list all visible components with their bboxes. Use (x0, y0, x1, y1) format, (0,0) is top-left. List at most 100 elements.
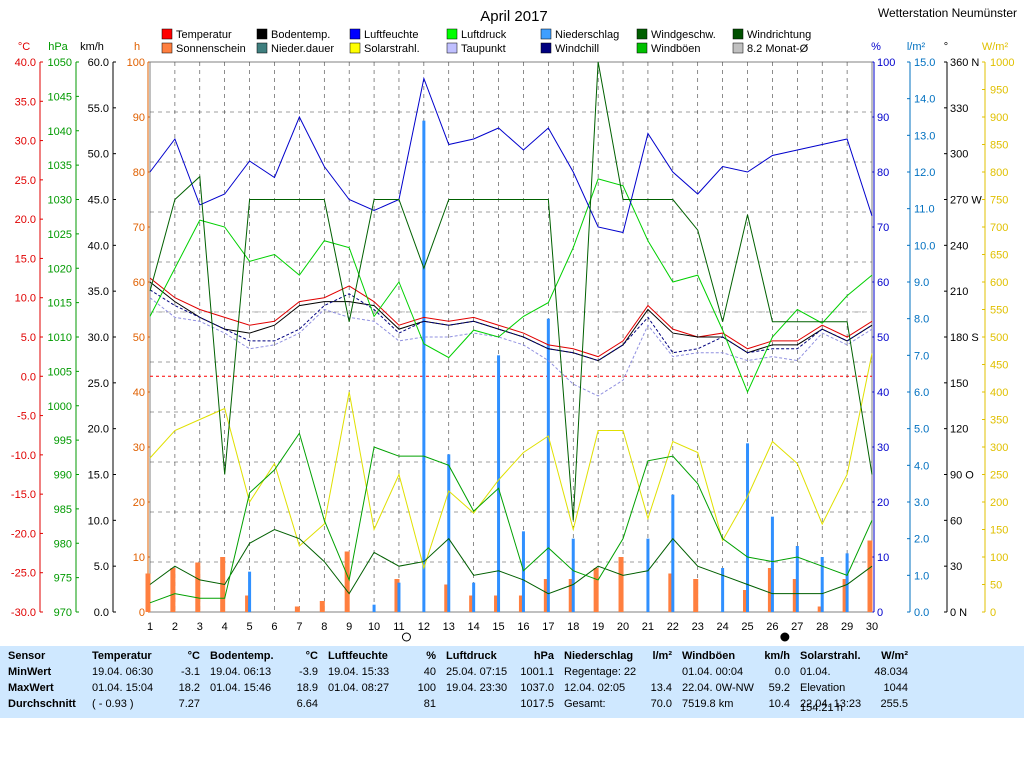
stats-row-value: 255.5 (880, 698, 908, 710)
legend-swatch (256, 42, 268, 54)
stats-row-info: 01.04. 08:27 (328, 682, 390, 694)
axis-tick-label: 6.0 (914, 387, 929, 399)
axis-tick-label: 975 (54, 573, 72, 585)
legend-label: Niederschlag (555, 29, 619, 41)
axis-tick-label: 10 (877, 552, 889, 564)
axis-tick-label: 210 (950, 286, 968, 298)
stats-row-info: Regentage: 22 (564, 666, 637, 678)
axis-tick-label: 1000 (990, 57, 1014, 69)
axis-tick-label: 10.0 (914, 240, 935, 252)
legend-swatch (732, 28, 744, 40)
stats-row: Elevation 1044 (798, 680, 910, 696)
axis-tick-label: 450 (990, 360, 1008, 372)
axis-tick-label: 20.0 (88, 424, 109, 436)
axis-tick-label: 7.0 (914, 350, 929, 362)
legend-swatch (732, 42, 744, 54)
legend-swatch (446, 42, 458, 54)
weather-chart: April 2017 Wetterstation Neumünster Temp… (11, 6, 1017, 642)
stats-unit: % (426, 650, 436, 662)
bar (593, 568, 599, 612)
stats-row-value: 1037.0 (520, 682, 554, 694)
axis-tick-label: -10.0 (11, 450, 36, 462)
series-temperatur (149, 277, 873, 358)
bar (422, 120, 426, 613)
x-tick-label: 6 (271, 621, 277, 633)
stats-col-press: Luftdruck hPa 25.04. 07:15 1001.1 19.04. 23:… (444, 648, 556, 716)
axis-tick-label: 50 (877, 332, 889, 344)
axis-tick-label: 0 N (950, 607, 967, 619)
stats-col-rain: Niederschlag l/m² Regentage: 22 12.04. 02:0… (562, 648, 674, 716)
stats-row: 01.04. 48.034 (798, 664, 910, 680)
axis-tick-label: 12.0 (914, 167, 935, 179)
axis-tick-label: 30.0 (15, 136, 36, 148)
stats-header-label: Luftdruck (446, 650, 497, 662)
axis-tick-label: 1030 (48, 195, 72, 207)
x-tick-label: 8 (321, 621, 327, 633)
bar (746, 443, 750, 612)
stats-sensor-header: Sensor (8, 650, 46, 662)
axis-tick-label: 40 (133, 387, 145, 399)
stats-row-value: 81 (423, 698, 436, 710)
bar (518, 595, 524, 612)
stats-header-label: Luftfeuchte (328, 650, 388, 662)
stats-row-value: 59.2 (768, 682, 790, 694)
bar (646, 538, 650, 612)
bar (693, 579, 699, 612)
bar (294, 606, 300, 612)
bar (372, 604, 376, 612)
axis-tick-label: 5.0 (914, 424, 929, 436)
axis-tick-label: 1045 (48, 91, 72, 103)
bar (521, 531, 525, 612)
legend-swatch (636, 42, 648, 54)
x-axis: 1 2 3 4 5 6 7 8 9 10 11 12 13 14 15 16 17 18 19 20 21 22 23 24 2… (147, 621, 878, 642)
axis-tick-label: 350 (990, 415, 1008, 427)
axis-tick-label: -20.0 (11, 528, 36, 540)
x-tick-label: 17 (542, 621, 554, 633)
axis-tick-label: 0 (139, 607, 145, 619)
full-moon-icon (401, 632, 411, 642)
axis-tick-label: 25.0 (88, 378, 109, 390)
legend-swatch (256, 28, 268, 40)
stats-row-value: 0.0 (774, 666, 790, 678)
series-line (149, 297, 873, 397)
legend-swatch (446, 28, 458, 40)
x-tick-label: 25 (741, 621, 753, 633)
axis-tick-label: 900 (990, 112, 1008, 124)
x-tick-label: 28 (816, 621, 828, 633)
x-tick-label: 29 (841, 621, 853, 633)
axis-tick-label: 10.0 (15, 293, 36, 305)
axis-tick-label: 2.0 (914, 534, 929, 546)
axis-tick-label: 80 (133, 167, 145, 179)
axis-tick-label: 100 (990, 552, 1008, 564)
axis-tick-label: 15.0 (15, 253, 36, 265)
legend-label: Windböen (651, 43, 701, 55)
stats-row: 1017.5 (444, 696, 556, 712)
axis-tick-label: 850 (990, 140, 1008, 152)
axis-tick-label: 1040 (48, 126, 72, 138)
series-windgeschw- (149, 528, 873, 595)
axis-tick-label: 40 (877, 387, 889, 399)
stats-row-info: Gesamt: (564, 698, 606, 710)
legend-label: Solarstrahl. (364, 43, 420, 55)
axis-tick-label: 25.0 (15, 175, 36, 187)
series-line (149, 353, 873, 570)
stats-row-info: 01.04. 00:04 (682, 666, 744, 678)
stats-row-info: 19.04. 15:33 (328, 666, 390, 678)
axis-tick-label: 970 (54, 607, 72, 619)
stats-unit: hPa (533, 650, 554, 662)
series-line (149, 432, 873, 604)
stats-unit: °C (187, 650, 200, 662)
axis-unit-rad: W/m² (982, 41, 1009, 53)
axis-tick-label: 0 (877, 607, 883, 619)
stats-row: 22.04. 13:23 255.5 (798, 696, 910, 712)
bar (743, 590, 749, 612)
bar (245, 595, 251, 612)
stats-row: 19.04. 15:33 40 (326, 664, 438, 680)
axis-unit-hum: % (871, 41, 881, 53)
axis-tick-label: 0.0 (21, 371, 36, 383)
stats-col-gust: Windböen km/h 01.04. 00:04 0.0 22.04. 0W-NW 5… (680, 648, 792, 716)
stats-row: 7519.8 km 10.4 (680, 696, 792, 712)
legend-label: Windchill (555, 43, 599, 55)
axis-tick-label: 270 W (950, 195, 982, 207)
axis-tick-label: 45.0 (88, 195, 109, 207)
